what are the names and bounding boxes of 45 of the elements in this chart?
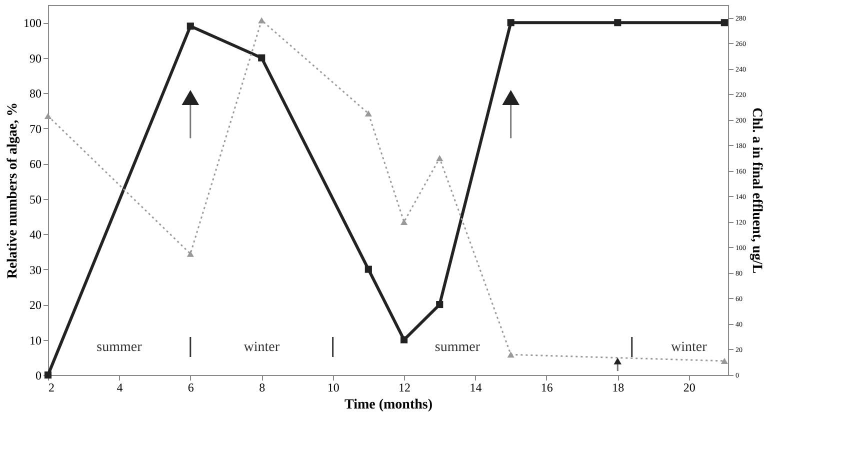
annotation: winter: [670, 340, 708, 355]
x-tick-label: 16: [540, 380, 553, 394]
x-tick-label: 6: [188, 380, 194, 394]
point: [44, 112, 52, 120]
y2-axis-title: Chl. a in final effluent, ug/L: [749, 107, 764, 274]
y-tick-label: 100: [24, 16, 42, 30]
point: [720, 19, 728, 26]
point: [436, 300, 444, 308]
point: [507, 352, 514, 358]
y-tick-label: 60: [30, 157, 42, 172]
x-tick-label: 20: [683, 380, 696, 394]
x-tick-label: 18: [612, 380, 624, 394]
point: [364, 110, 372, 117]
y-tick-label: 80: [30, 86, 42, 101]
y-tick-label: 50: [30, 192, 42, 206]
point: [258, 54, 266, 62]
y-tick-label: 0: [36, 368, 42, 382]
y-tick-label: 90: [30, 51, 42, 66]
point: [364, 266, 372, 273]
point: [400, 218, 408, 225]
x-tick-label: 2: [48, 380, 54, 394]
point: [186, 250, 194, 257]
point: [614, 19, 622, 26]
point: [258, 17, 266, 24]
annotation: winter: [244, 340, 280, 355]
y-tick-label: 20: [30, 298, 42, 312]
x-tick-label: 8: [259, 380, 266, 394]
y-tick-label: 10: [30, 333, 42, 348]
point: [400, 336, 408, 344]
x-tick-label: 14: [470, 380, 482, 394]
y-tick-label: 70: [30, 122, 42, 136]
x-tick-label: 10: [327, 380, 340, 394]
y-axis-title: Relative numbers of algae, %: [6, 102, 20, 279]
x-axis-title: Time (months): [344, 398, 433, 412]
point: [507, 19, 514, 26]
point: [720, 358, 728, 364]
annotation: summer: [434, 340, 480, 355]
y-tick-label: 40: [30, 228, 42, 242]
x-tick-label: 12: [398, 380, 411, 394]
point: [186, 22, 194, 30]
point: [44, 371, 52, 379]
annotation: summer: [96, 340, 142, 355]
y-tick-label: 30: [30, 262, 42, 277]
point: [436, 155, 444, 162]
x-tick-label: 4: [116, 380, 123, 394]
